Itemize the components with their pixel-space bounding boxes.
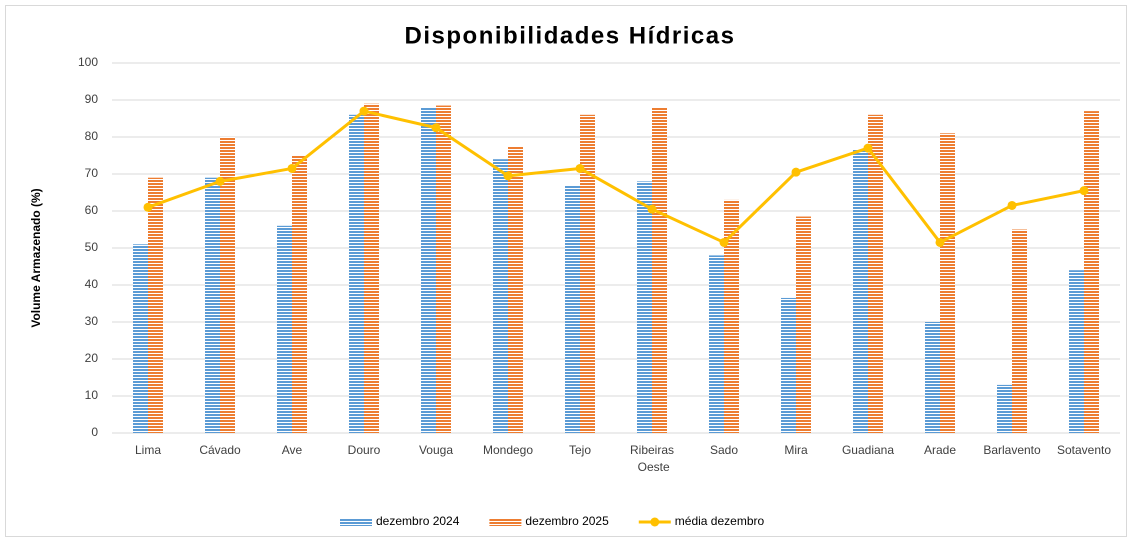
bar bbox=[220, 137, 235, 433]
bar bbox=[853, 149, 868, 433]
y-tick-label: 20 bbox=[85, 351, 99, 365]
x-tick-label: Sado bbox=[710, 443, 738, 457]
bar bbox=[436, 105, 451, 434]
y-axis-label: Volume Armazenado (%) bbox=[29, 188, 43, 327]
bar bbox=[781, 297, 796, 433]
bar bbox=[277, 225, 292, 433]
line-marker bbox=[503, 171, 513, 181]
legend-label: dezembro 2024 bbox=[376, 514, 460, 528]
bar bbox=[349, 114, 364, 434]
bar bbox=[148, 177, 163, 433]
bar bbox=[997, 384, 1012, 433]
bar bbox=[364, 103, 379, 433]
bar bbox=[1069, 270, 1084, 433]
x-tick-label: Sotavento bbox=[1057, 443, 1111, 457]
bar bbox=[205, 177, 220, 433]
bar bbox=[421, 107, 436, 434]
legend-label: dezembro 2025 bbox=[525, 514, 609, 528]
line-marker bbox=[359, 106, 369, 116]
bar bbox=[508, 146, 523, 433]
y-tick-label: 40 bbox=[85, 277, 99, 291]
x-tick-label: Ribeiras Oeste bbox=[630, 443, 674, 474]
line bbox=[147, 109, 1085, 244]
chart-title: Disponibilidades Hídricas bbox=[405, 22, 736, 49]
x-tick-label: Mondego bbox=[483, 443, 533, 457]
x-tick-label: Arade bbox=[924, 443, 956, 457]
y-tick-label: 10 bbox=[85, 388, 99, 402]
y-tick-label: 80 bbox=[85, 129, 99, 143]
bar bbox=[580, 114, 595, 434]
x-tick-label: Douro bbox=[348, 443, 381, 457]
bar bbox=[1012, 229, 1027, 433]
bar bbox=[940, 133, 955, 434]
legend-swatch bbox=[489, 518, 522, 526]
bar bbox=[637, 181, 652, 433]
bar bbox=[796, 216, 811, 433]
bar bbox=[292, 155, 307, 433]
bar bbox=[868, 114, 883, 434]
bar bbox=[709, 255, 724, 433]
x-tick-label: Tejo bbox=[569, 443, 591, 457]
bar bbox=[925, 322, 940, 433]
x-tick-label: Guadiana bbox=[842, 443, 894, 457]
line-marker bbox=[1007, 200, 1017, 210]
bar bbox=[1084, 111, 1099, 433]
bar bbox=[652, 107, 667, 434]
bar bbox=[565, 185, 580, 433]
y-tick-label: 60 bbox=[85, 203, 99, 217]
bar bbox=[133, 244, 148, 433]
x-tick-label: Vouga bbox=[419, 443, 453, 457]
line-marker bbox=[719, 237, 729, 247]
y-tick-label: 90 bbox=[85, 92, 99, 106]
x-tick-label: Barlavento bbox=[983, 443, 1041, 457]
bar bbox=[493, 159, 508, 433]
line-marker bbox=[431, 123, 441, 133]
line-marker bbox=[935, 237, 945, 247]
bar bbox=[724, 199, 739, 433]
line-marker bbox=[791, 167, 801, 177]
legend-label: média dezembro bbox=[675, 514, 765, 528]
line-marker bbox=[575, 163, 585, 173]
line-marker bbox=[143, 202, 153, 212]
y-tick-label: 50 bbox=[85, 240, 99, 254]
y-tick-label: 30 bbox=[85, 314, 99, 328]
line-marker bbox=[215, 176, 225, 186]
legend-swatch bbox=[650, 517, 660, 527]
y-tick-label: 100 bbox=[78, 55, 98, 69]
line-marker bbox=[1079, 186, 1089, 196]
x-tick-label: Ave bbox=[282, 443, 303, 457]
x-tick-label: Lima bbox=[135, 443, 161, 457]
x-tick-label: Mira bbox=[784, 443, 808, 457]
legend-swatch bbox=[340, 518, 372, 526]
line-marker bbox=[863, 143, 873, 153]
line-marker bbox=[287, 163, 297, 173]
y-tick-label: 0 bbox=[91, 425, 98, 439]
line-marker bbox=[647, 204, 657, 214]
x-tick-label: Cávado bbox=[199, 443, 241, 457]
y-tick-label: 70 bbox=[85, 166, 99, 180]
